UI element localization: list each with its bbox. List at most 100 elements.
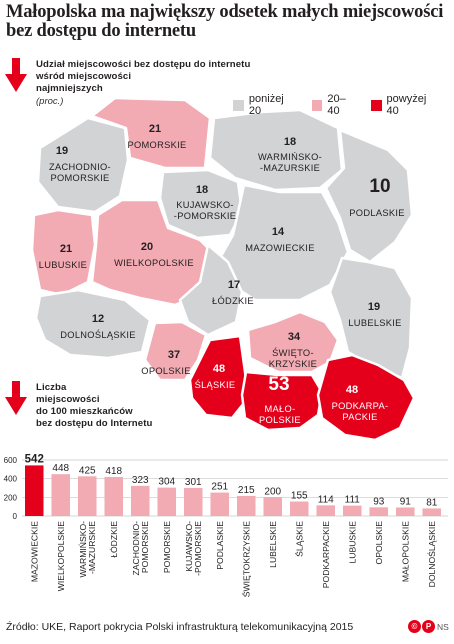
bar-value-label: 215 [238, 485, 255, 496]
bar-value-label: 304 [158, 477, 175, 488]
category-label: MAZOWIECKIE [29, 521, 39, 582]
region-name: POMORSKIE [127, 140, 186, 150]
bar-value-label: 200 [264, 486, 281, 497]
bar [237, 495, 256, 516]
bar-value-label: 542 [25, 453, 44, 465]
bar [104, 476, 123, 516]
category-label: WARMIŃSKO- [78, 521, 88, 578]
category-label: LUBUSKIE [347, 521, 357, 564]
region-lubuskie [30, 208, 97, 297]
region-pomorskie [90, 96, 212, 170]
category-label: ZACHODNIO- [131, 521, 141, 576]
legend-swatch [311, 99, 323, 111]
bar-value-label: 323 [132, 475, 149, 486]
region-kujawsko-pomorskie [158, 168, 244, 240]
region-name: ŚWIĘTO- [272, 347, 314, 358]
bar-value-label: 251 [211, 482, 228, 493]
bar-value-label: 301 [185, 477, 202, 488]
bar-chart: 0 200 400 600 542 448 425 418 323 304 301 251 215 20… [4, 453, 448, 598]
source-note: Źródło: UKE, Raport pokrycia Polski infr… [6, 621, 354, 633]
category-label: KUJAWSKO- [184, 521, 194, 572]
bar [396, 507, 415, 516]
region-name: PACKIE [342, 412, 377, 422]
legend-swatch [370, 99, 382, 111]
publisher-logo-mark: © [408, 620, 421, 633]
bar [51, 474, 70, 516]
region-value: 48 [346, 384, 358, 396]
bar [184, 487, 203, 516]
region-podkarpackie [316, 353, 416, 440]
legend-item: poniżej 20 [233, 93, 299, 117]
region-value: 19 [56, 145, 68, 157]
category-label: ŚLĄSKIE [293, 521, 304, 557]
down-arrow-icon [5, 58, 27, 92]
region-value: 21 [149, 123, 161, 135]
legend-item: 20–40 [311, 93, 358, 117]
region-name: PODLASKIE [349, 208, 404, 218]
publisher-logo-mark: P [422, 620, 435, 633]
category-label: -MAZURSKIE [87, 521, 97, 574]
region-zachodniopomorskie [36, 116, 130, 214]
region-value: 20 [141, 241, 153, 253]
region-value: 18 [196, 184, 208, 196]
bar-value-label: 425 [79, 465, 96, 476]
bar-value-label: 418 [105, 466, 122, 477]
region-dolnoslaskie [34, 288, 152, 360]
map-unit: (proc.) [36, 96, 64, 107]
region-name: WIELKOPOLSKIE [114, 258, 194, 268]
legend: poniżej 20 20–40 powyżej 40 [233, 93, 454, 117]
bar [369, 507, 388, 516]
region-name: LUBUSKIE [39, 260, 87, 270]
region-slaskie [188, 334, 250, 420]
bar [78, 476, 97, 516]
category-label: WIELKOPOLSKIE [56, 521, 66, 591]
bar-value-label: 114 [318, 494, 334, 505]
region-value: 53 [268, 374, 289, 395]
bar-heading: Liczba miejscowości do 100 mieszkańców b… [36, 382, 153, 429]
category-label: POMORSKIE [140, 521, 150, 573]
region-name: MAZOWIECKIE [245, 243, 314, 253]
category-label: POMORSKIE [162, 521, 172, 573]
region-name: PODKARPA- [332, 401, 389, 411]
region-value: 18 [284, 136, 296, 148]
bar-value-label: 448 [52, 463, 69, 474]
category-label: -POMORSKIE [193, 521, 203, 576]
bar [131, 485, 150, 516]
y-tick-label: 400 [4, 475, 18, 484]
map-heading: Udział miejscowości bez dostępu do inter… [36, 59, 251, 94]
region-mazowieckie [218, 183, 350, 302]
bar [263, 497, 282, 516]
region-value: 12 [92, 313, 104, 325]
y-tick-label: 0 [13, 512, 18, 521]
region-name: ZACHODNIO- [49, 162, 111, 172]
bar-value-label: 91 [400, 497, 412, 508]
category-label: ŚWIĘTOKRZYSKIE [240, 521, 251, 598]
region-name: POMORSKIE [50, 173, 109, 183]
bar [25, 465, 44, 516]
category-label: PODKARPACKIE [321, 521, 331, 588]
bar [316, 505, 335, 516]
category-label: ŁÓDZKIE [109, 521, 119, 558]
y-tick-label: 600 [4, 456, 18, 465]
category-label: DOLNOŚLĄSKIE [426, 521, 437, 588]
region-value: 10 [369, 176, 390, 197]
region-name: ŁÓDZKIE [212, 296, 254, 306]
legend-swatch [233, 99, 244, 111]
category-label: MAŁOPOLSKIE [400, 521, 410, 582]
bar-value-label: 111 [345, 495, 361, 506]
region-value: 21 [60, 243, 72, 255]
bar [343, 505, 362, 516]
bar-value-label: 155 [291, 491, 308, 502]
bar-value-label: 81 [426, 497, 438, 508]
y-tick-label: 200 [4, 493, 18, 502]
region-name: DOLNOŚLĄSKIE [60, 329, 135, 340]
region-lodzkie [178, 243, 244, 337]
category-label: PODLASKIE [215, 521, 225, 570]
category-label: LUBELSKIE [268, 521, 278, 568]
region-opolskie [143, 320, 208, 382]
region-name: ŚLĄSKIE [195, 379, 236, 390]
bar [422, 508, 441, 516]
bar [157, 487, 176, 516]
bar [210, 492, 229, 516]
